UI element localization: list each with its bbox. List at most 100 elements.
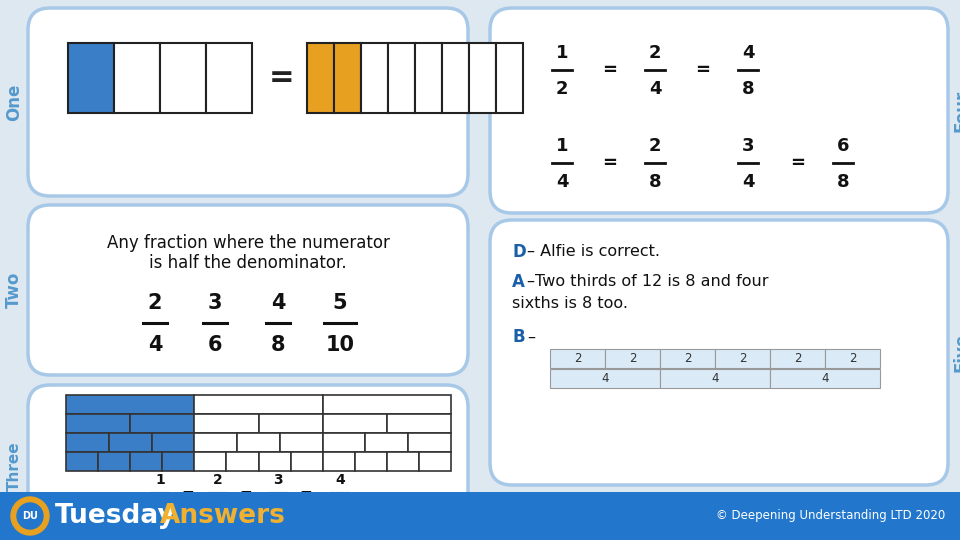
Text: 2: 2 xyxy=(556,80,568,98)
Text: 2: 2 xyxy=(649,44,661,62)
Text: 1: 1 xyxy=(556,44,568,62)
Bar xyxy=(388,43,415,113)
Text: 4: 4 xyxy=(271,293,285,313)
Text: 8: 8 xyxy=(271,335,285,355)
Bar xyxy=(366,433,408,452)
Bar xyxy=(131,452,162,471)
Text: 4: 4 xyxy=(649,80,661,98)
Bar xyxy=(66,433,108,452)
Text: =: = xyxy=(603,154,617,172)
Text: 4: 4 xyxy=(335,473,345,487)
Bar xyxy=(258,452,291,471)
Text: 5: 5 xyxy=(333,293,348,313)
Text: B: B xyxy=(512,328,524,346)
Bar xyxy=(605,349,660,368)
Bar xyxy=(237,433,280,452)
Bar xyxy=(323,414,387,433)
Bar xyxy=(108,433,152,452)
Bar xyxy=(469,43,496,113)
Text: 3: 3 xyxy=(156,500,165,514)
Bar xyxy=(227,452,258,471)
Text: 4: 4 xyxy=(148,335,162,355)
Bar xyxy=(323,395,451,414)
Bar xyxy=(770,369,880,388)
Text: =: = xyxy=(695,61,710,79)
Text: 2: 2 xyxy=(148,293,162,313)
Bar xyxy=(387,414,451,433)
Text: Five: Five xyxy=(953,333,960,372)
Text: =: = xyxy=(300,485,312,501)
Text: =: = xyxy=(603,61,617,79)
Bar xyxy=(550,349,605,368)
Bar xyxy=(162,452,194,471)
Bar xyxy=(387,452,419,471)
Bar xyxy=(550,369,660,388)
Text: 2: 2 xyxy=(629,352,636,365)
Text: A: A xyxy=(512,273,525,291)
Text: © Deepening Understanding LTD 2020: © Deepening Understanding LTD 2020 xyxy=(716,510,945,523)
Text: Three: Three xyxy=(7,442,21,491)
Text: 4: 4 xyxy=(742,173,755,191)
Bar xyxy=(66,414,131,433)
Bar xyxy=(408,433,451,452)
Text: 2: 2 xyxy=(649,137,661,155)
Text: 9: 9 xyxy=(274,500,283,514)
Bar xyxy=(206,43,252,113)
Bar xyxy=(660,369,770,388)
FancyBboxPatch shape xyxy=(28,385,468,528)
FancyBboxPatch shape xyxy=(28,205,468,375)
FancyBboxPatch shape xyxy=(490,8,948,213)
Bar xyxy=(258,414,323,433)
Bar xyxy=(66,395,194,414)
Text: 4: 4 xyxy=(711,372,719,385)
Bar xyxy=(66,452,98,471)
Bar xyxy=(114,43,160,113)
Text: sixths is 8 too.: sixths is 8 too. xyxy=(512,296,628,312)
Text: Four: Four xyxy=(953,90,960,132)
Text: Two: Two xyxy=(5,272,23,308)
Text: =: = xyxy=(790,154,805,172)
Bar xyxy=(194,395,323,414)
Bar xyxy=(152,433,194,452)
Text: =: = xyxy=(269,64,295,92)
Bar xyxy=(355,452,387,471)
Bar xyxy=(660,349,715,368)
Bar xyxy=(68,43,114,113)
Text: 8: 8 xyxy=(837,173,850,191)
Text: 8: 8 xyxy=(649,173,661,191)
Circle shape xyxy=(17,503,43,529)
Bar xyxy=(194,414,258,433)
Text: 10: 10 xyxy=(325,335,354,355)
Text: 6: 6 xyxy=(207,335,223,355)
Text: 12: 12 xyxy=(330,500,349,514)
Circle shape xyxy=(11,497,49,535)
Text: Any fraction where the numerator: Any fraction where the numerator xyxy=(107,234,390,252)
Text: Answers: Answers xyxy=(160,503,286,529)
Text: 2: 2 xyxy=(213,473,223,487)
Bar xyxy=(415,43,442,113)
Bar xyxy=(194,433,237,452)
Bar xyxy=(0,492,960,540)
Text: 2: 2 xyxy=(739,352,746,365)
Text: 4: 4 xyxy=(601,372,609,385)
FancyBboxPatch shape xyxy=(28,8,468,196)
Bar xyxy=(825,349,880,368)
Text: 1: 1 xyxy=(156,473,165,487)
Bar xyxy=(715,349,770,368)
Bar xyxy=(323,452,355,471)
Text: 3: 3 xyxy=(742,137,755,155)
Bar xyxy=(496,43,523,113)
Text: 3: 3 xyxy=(274,473,283,487)
Text: 4: 4 xyxy=(742,44,755,62)
Bar xyxy=(280,433,323,452)
Text: – Alfie is correct.: – Alfie is correct. xyxy=(527,245,660,260)
Text: 6: 6 xyxy=(213,500,223,514)
Bar xyxy=(98,452,131,471)
Text: 8: 8 xyxy=(742,80,755,98)
Bar xyxy=(419,452,451,471)
Text: 2: 2 xyxy=(574,352,581,365)
Bar xyxy=(131,414,194,433)
Text: D: D xyxy=(512,243,526,261)
Text: =: = xyxy=(240,485,252,501)
Text: is half the denominator.: is half the denominator. xyxy=(149,254,347,272)
